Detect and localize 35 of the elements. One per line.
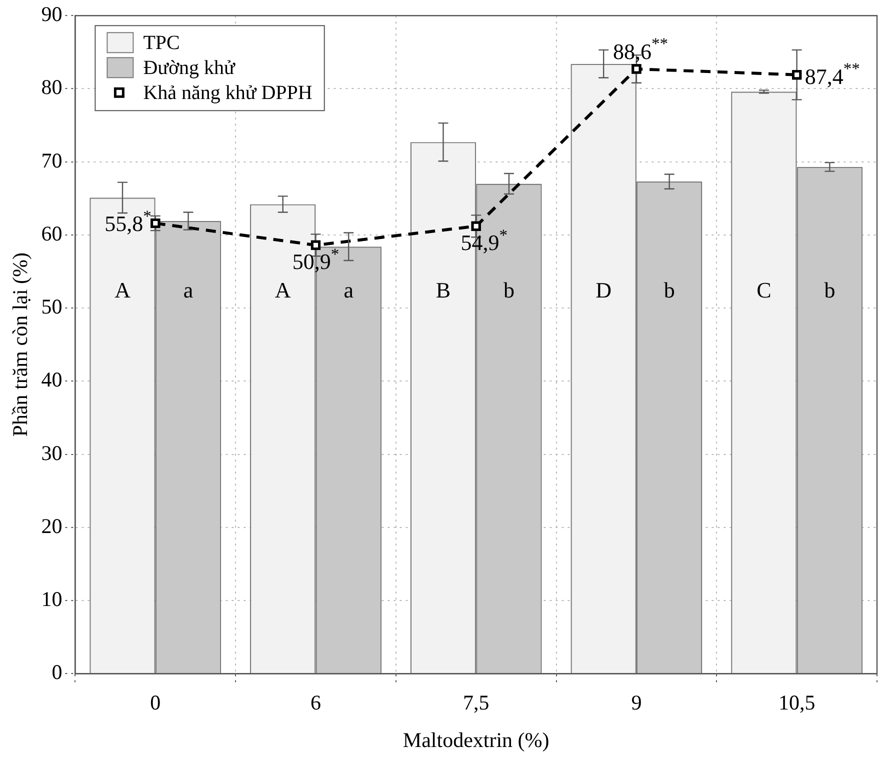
data-label: C [756, 278, 772, 303]
annotation: 50,9* [292, 244, 340, 274]
data-label: b [824, 278, 836, 303]
y-tick-label: 50 [41, 294, 62, 319]
y-tick-label: 60 [41, 221, 62, 246]
annotation: 87,4** [804, 58, 860, 89]
x-tick-label: 6 [310, 690, 321, 715]
y-tick-label: 70 [41, 148, 62, 172]
y-tick-label: 40 [41, 368, 62, 392]
y-tick-label: 30 [41, 440, 62, 465]
y-axis-title: Phần trăm còn lại (%) [8, 252, 32, 437]
y-tick-label: 20 [41, 514, 62, 538]
x-tick-label: 10,5 [778, 690, 816, 715]
y-tick-label: 10 [41, 587, 62, 612]
legend-label: TPC [143, 32, 180, 54]
data-label: A [274, 278, 291, 303]
legend-label: Đường khử [143, 56, 236, 79]
annotation: 55,8* [104, 206, 152, 236]
annotation: 54,9* [460, 225, 508, 256]
data-label: a [344, 278, 354, 303]
x-tick-label: 7,5 [462, 690, 490, 715]
data-label: b [503, 278, 514, 303]
legend-label: Khả năng khử DPPH [143, 82, 312, 104]
y-tick-label: 80 [41, 75, 62, 100]
x-tick-label: 9 [631, 690, 642, 715]
y-tick-label: 90 [41, 2, 62, 26]
data-label: A [114, 278, 131, 303]
data-label: B [436, 278, 451, 303]
annotation: 88,6** [612, 34, 668, 64]
x-axis-title: Maltodextrin (%) [402, 728, 550, 752]
x-tick-label: 0 [150, 690, 161, 715]
y-tick-label: 0 [52, 660, 62, 684]
data-label: D [596, 278, 612, 303]
data-label: b [664, 278, 675, 303]
data-label: a [183, 278, 194, 303]
